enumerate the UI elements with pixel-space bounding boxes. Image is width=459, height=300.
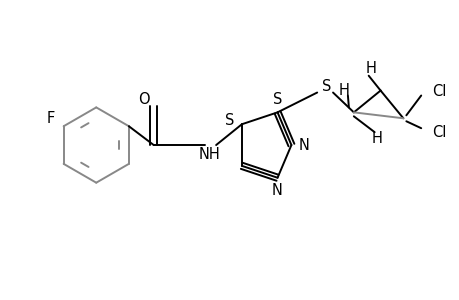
Text: S: S bbox=[225, 113, 234, 128]
Text: H: H bbox=[338, 83, 349, 98]
Text: S: S bbox=[322, 79, 331, 94]
Text: Cl: Cl bbox=[431, 125, 445, 140]
Text: F: F bbox=[46, 111, 55, 126]
Text: N: N bbox=[298, 137, 309, 152]
Text: Cl: Cl bbox=[431, 84, 445, 99]
Text: N: N bbox=[272, 183, 282, 198]
Text: H: H bbox=[370, 130, 381, 146]
Text: O: O bbox=[138, 92, 149, 107]
Text: NH: NH bbox=[198, 148, 219, 163]
Text: H: H bbox=[364, 61, 375, 76]
Text: S: S bbox=[272, 92, 282, 107]
